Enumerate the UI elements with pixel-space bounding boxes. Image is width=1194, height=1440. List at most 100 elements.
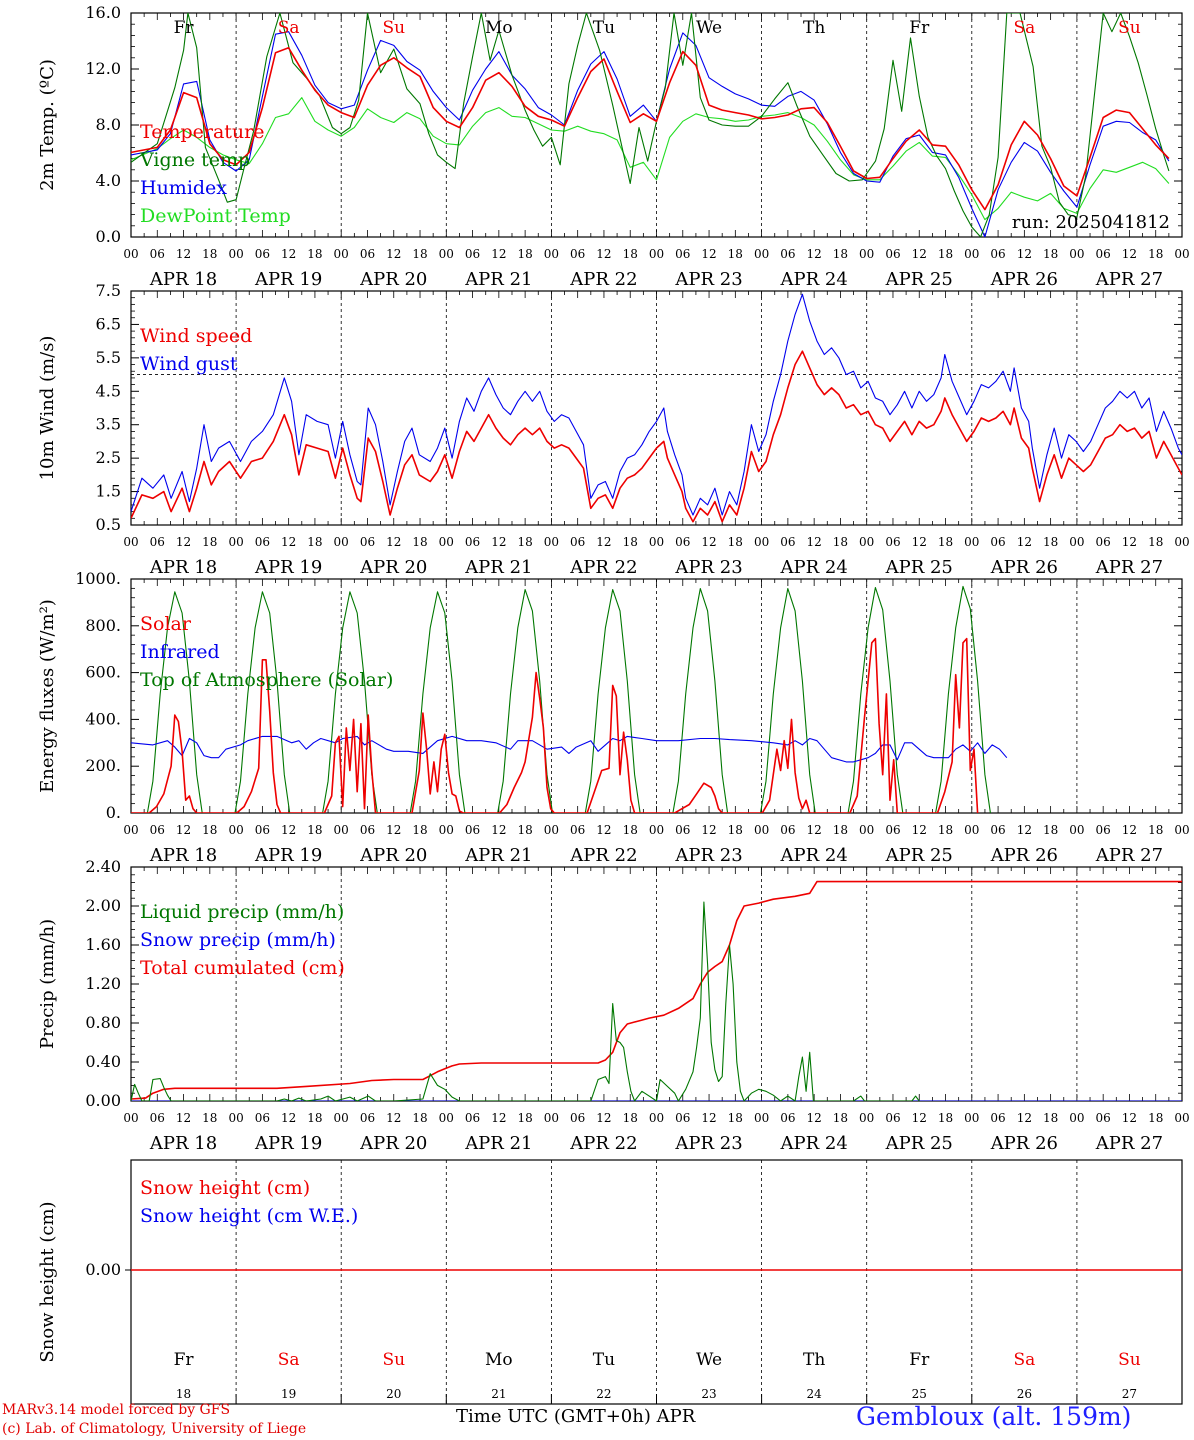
day-number: 19 [281, 1387, 296, 1401]
hour-tick-label: 18 [1043, 247, 1058, 261]
day-number: 20 [386, 1387, 401, 1401]
hour-tick-label: 12 [386, 535, 401, 549]
day-label: APR 24 [780, 845, 848, 866]
hour-tick-label: 18 [623, 823, 638, 837]
hour-tick-label: 12 [1017, 823, 1032, 837]
day-label: APR 25 [885, 845, 953, 866]
hour-tick-label: 18 [623, 1111, 638, 1125]
hour-tick-label: 00 [544, 535, 559, 549]
y-tick-label: 8.0 [96, 115, 121, 134]
hour-tick-label: 12 [491, 1111, 506, 1125]
y-axis-title: Snow height (cm) [37, 1201, 58, 1362]
hour-tick-label: 00 [754, 1111, 769, 1125]
hour-tick-label: 18 [517, 247, 532, 261]
day-label: APR 26 [990, 557, 1058, 578]
hour-tick-label: 00 [123, 823, 138, 837]
weekday-label: Fr [174, 18, 195, 38]
day-label: APR 19 [254, 557, 322, 578]
hour-tick-label: 00 [1174, 247, 1189, 261]
weekday-label: Fr [909, 18, 930, 38]
hour-tick-label: 00 [439, 247, 454, 261]
panel-2: 0.5 1.5 2.5 3.5 4.5 5.5 6.5 7.5 10m Wind (m/s) Wi… [37, 281, 1190, 578]
weekday-label: We [696, 18, 722, 38]
hour-tick-label: 06 [1096, 1111, 1111, 1125]
hour-tick-label: 06 [885, 535, 900, 549]
hour-tick-label: 06 [990, 535, 1005, 549]
hour-tick-label: 18 [202, 247, 217, 261]
hour-tick-label: 00 [123, 1111, 138, 1125]
hour-tick-label: 12 [176, 1111, 191, 1125]
y-tick-label: 2.00 [85, 896, 121, 915]
panel-3: 0. 200. 400. 600. 800. 1000. Energy fluxes (W/… [37, 569, 1190, 866]
hour-tick-label: 18 [412, 535, 427, 549]
day-label: APR 25 [885, 269, 953, 290]
hour-tick-label: 18 [307, 823, 322, 837]
hour-tick-label: 06 [150, 247, 165, 261]
hour-tick-label: 12 [596, 535, 611, 549]
hour-tick-label: 00 [334, 247, 349, 261]
hour-tick-label: 06 [990, 247, 1005, 261]
hour-tick-label: 12 [807, 247, 822, 261]
hour-tick-label: 18 [1148, 823, 1163, 837]
y-tick-label: 4.5 [96, 381, 121, 400]
hour-tick-label: 18 [833, 823, 848, 837]
hour-tick-label: 06 [780, 823, 795, 837]
day-label: APR 27 [1095, 1133, 1163, 1154]
day-label: APR 22 [569, 1133, 637, 1154]
hour-tick-label: 00 [1069, 1111, 1084, 1125]
hour-tick-label: 12 [701, 823, 716, 837]
legend-entry: Wind gust [140, 353, 238, 375]
day-label: APR 20 [359, 845, 427, 866]
y-tick-label: 7.5 [96, 281, 121, 300]
day-label: APR 23 [674, 1133, 742, 1154]
weekday-label: Th [803, 1350, 825, 1370]
hour-tick-label: 12 [1122, 247, 1137, 261]
hour-tick-label: 12 [281, 535, 296, 549]
hour-tick-label: 00 [754, 535, 769, 549]
y-tick-label: 6.5 [96, 314, 121, 333]
hour-tick-label: 06 [570, 535, 585, 549]
y-axis-title: 2m Temp. (ºC) [37, 59, 58, 191]
hour-tick-label: 18 [1043, 535, 1058, 549]
hour-tick-label: 18 [833, 1111, 848, 1125]
hour-tick-label: 06 [1096, 823, 1111, 837]
y-tick-label: 12.0 [85, 59, 121, 78]
day-number: 25 [912, 1387, 927, 1401]
hour-tick-label: 00 [859, 247, 874, 261]
hour-tick-label: 18 [412, 823, 427, 837]
hour-tick-label: 00 [228, 535, 243, 549]
hour-tick-label: 06 [150, 535, 165, 549]
hour-tick-label: 18 [517, 823, 532, 837]
day-number: 27 [1122, 1387, 1137, 1401]
hour-tick-label: 06 [150, 1111, 165, 1125]
hour-tick-label: 00 [649, 1111, 664, 1125]
hour-tick-label: 06 [675, 247, 690, 261]
hour-tick-label: 00 [123, 247, 138, 261]
day-label: APR 23 [674, 557, 742, 578]
weekday-label: Fr [909, 1350, 930, 1370]
day-label: APR 21 [464, 557, 532, 578]
weekday-label: Mo [485, 1350, 513, 1370]
y-tick-label: 2.40 [85, 857, 121, 876]
hour-tick-label: 12 [807, 535, 822, 549]
y-tick-label: 0.00 [85, 1260, 121, 1279]
y-tick-label: 1.20 [85, 974, 121, 993]
hour-tick-label: 06 [570, 247, 585, 261]
hour-tick-label: 18 [938, 1111, 953, 1125]
hour-tick-label: 06 [780, 535, 795, 549]
day-label: APR 23 [674, 269, 742, 290]
hour-tick-label: 12 [596, 247, 611, 261]
hour-tick-label: 12 [386, 247, 401, 261]
y-tick-label: 0.80 [85, 1013, 121, 1032]
hour-tick-label: 12 [912, 823, 927, 837]
hour-tick-label: 00 [754, 247, 769, 261]
legend-entry: Snow height (cm) [140, 1177, 310, 1199]
hour-tick-label: 00 [649, 823, 664, 837]
hour-tick-label: 00 [544, 823, 559, 837]
series-line [131, 97, 1170, 221]
day-label: APR 24 [780, 557, 848, 578]
hour-tick-label: 18 [412, 247, 427, 261]
weekday-label: Sa [1013, 18, 1035, 38]
day-label: APR 25 [885, 557, 953, 578]
legend-entry: Humidex [140, 177, 227, 199]
